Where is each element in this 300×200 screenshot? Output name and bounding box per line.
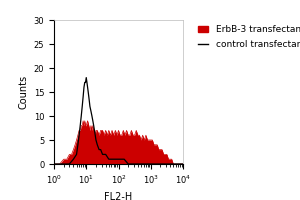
Legend: ErbB-3 transfectant, control transfectant: ErbB-3 transfectant, control transfectan… [194,22,300,52]
Y-axis label: Counts: Counts [18,75,28,109]
X-axis label: FL2-H: FL2-H [104,192,133,200]
